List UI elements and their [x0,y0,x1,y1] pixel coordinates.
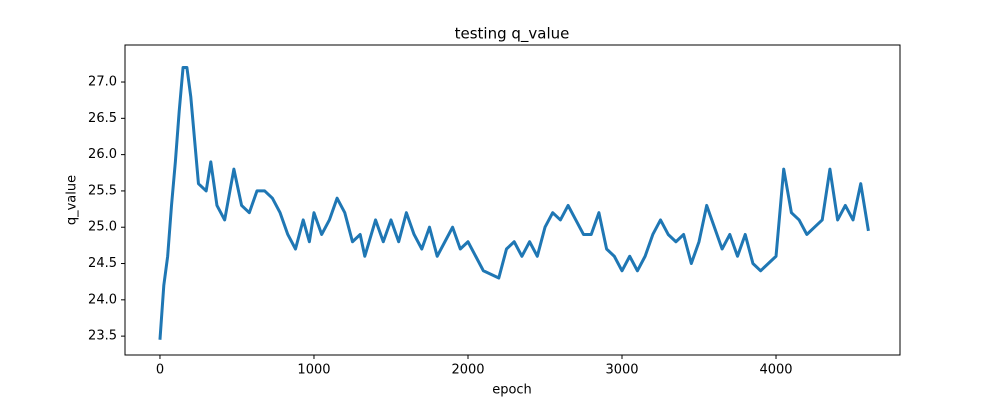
y-tick-label: 25.0 [88,220,117,235]
y-tick-label: 23.5 [88,329,117,344]
x-tick-label: 1000 [297,363,330,378]
x-tick-label: 0 [156,363,164,378]
plot-frame [124,44,901,356]
y-tick-label: 26.0 [88,147,117,162]
y-tick-label: 24.5 [88,256,117,271]
y-tick-label: 25.5 [88,183,117,198]
y-tick-label: 26.5 [88,111,117,126]
y-tick-label: 27.0 [88,75,117,90]
line [158,66,870,340]
x-tick-label: 4000 [759,363,792,378]
x-axis-label: epoch [492,383,532,398]
x-tick-label: 2000 [451,363,484,378]
y-axis-label: q_value [65,175,80,225]
y-tick-label: 24.0 [88,292,117,307]
chart-title: testing q_value [455,25,570,44]
x-tick-label: 3000 [605,363,638,378]
